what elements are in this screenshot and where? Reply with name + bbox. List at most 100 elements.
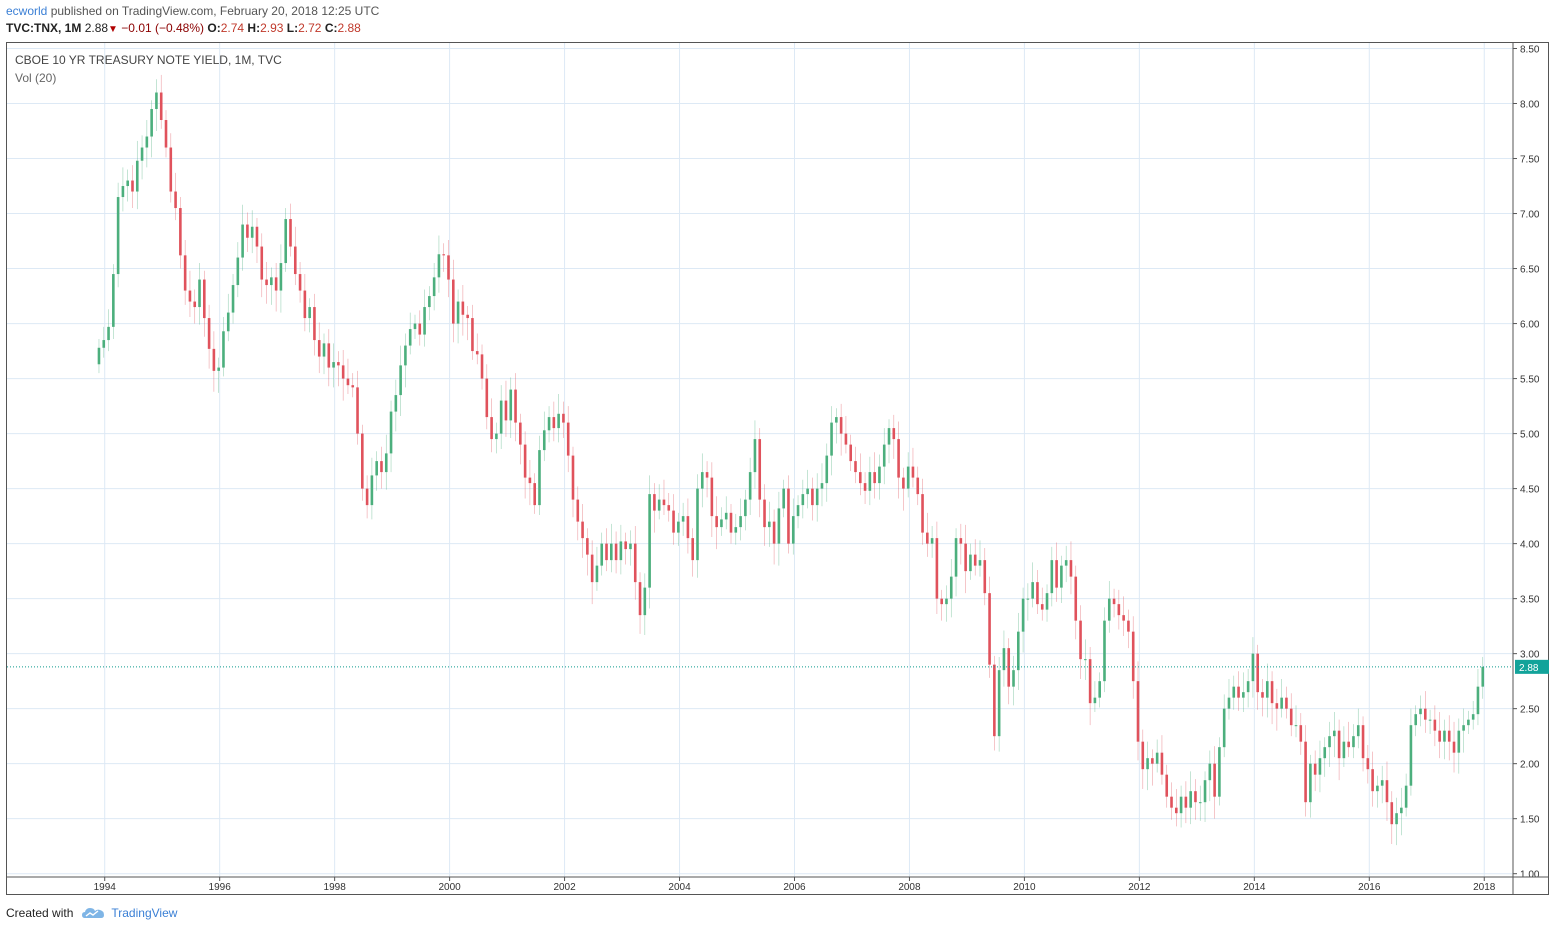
candle <box>653 483 656 533</box>
price-chart[interactable]: 8.50 8.00 7.50 7.00 6.50 6.00 5.50 5.00 4.50 4.00… <box>0 0 1554 900</box>
candle <box>1242 672 1245 712</box>
candle <box>959 523 963 565</box>
candle-body <box>451 279 455 324</box>
candle <box>542 411 546 462</box>
candle <box>207 304 211 369</box>
candle-body <box>1285 697 1288 709</box>
candle-body <box>1045 593 1049 610</box>
candle-body <box>1467 719 1470 726</box>
candle <box>858 453 862 496</box>
candle-body <box>1151 758 1154 764</box>
tradingview-link[interactable]: TradingView <box>111 906 178 920</box>
candle <box>993 655 996 751</box>
candle-body <box>858 472 862 484</box>
candle-body <box>849 444 853 462</box>
candle-body <box>1366 758 1370 770</box>
x-tick-label: 2012 <box>1128 882 1151 893</box>
candle-body <box>1031 582 1034 599</box>
candle-body <box>241 224 244 258</box>
x-tick-label: 2002 <box>553 882 576 893</box>
candle-body <box>121 186 125 198</box>
candle <box>1074 565 1078 640</box>
candle-body <box>1309 763 1312 803</box>
candle <box>600 532 604 576</box>
candle <box>389 400 393 473</box>
candle <box>293 226 297 286</box>
candle-body <box>1471 714 1475 720</box>
candle <box>1194 779 1197 820</box>
open-label: O: <box>207 21 221 35</box>
candle-body <box>1055 560 1058 588</box>
candle <box>1016 612 1020 690</box>
candle-body <box>605 543 608 561</box>
candle-body <box>586 538 589 555</box>
candle <box>997 656 1001 752</box>
candle-body <box>514 389 517 423</box>
candle-body <box>724 512 728 520</box>
candle-body <box>1237 686 1240 698</box>
candle <box>432 263 436 311</box>
candle-body <box>337 362 340 366</box>
candle <box>451 259 455 343</box>
candle-body <box>437 254 441 278</box>
candle-body <box>1481 666 1485 687</box>
candle <box>1026 583 1030 621</box>
y-tick-label: 5.50 <box>1520 375 1540 386</box>
candle <box>538 435 541 516</box>
candle-body <box>404 345 407 366</box>
candle <box>1270 671 1274 725</box>
candle <box>351 373 355 398</box>
candle <box>1304 725 1307 817</box>
candle-body <box>1380 780 1384 786</box>
candle <box>815 473 819 522</box>
candle-body <box>1021 598 1025 632</box>
candle <box>973 539 977 576</box>
candle-body <box>1098 681 1101 698</box>
candle-body <box>1036 582 1039 605</box>
candle <box>1419 695 1422 727</box>
candle <box>782 479 785 518</box>
candle <box>1356 708 1360 749</box>
candle-body <box>763 499 766 528</box>
candle-body <box>839 417 843 434</box>
candle-body <box>428 296 431 308</box>
candle <box>523 431 527 499</box>
candle <box>763 484 766 546</box>
y-tick-label: 6.50 <box>1520 265 1540 276</box>
candle <box>135 140 139 210</box>
candle-body <box>250 226 254 238</box>
candle <box>112 264 115 339</box>
candle <box>1040 587 1044 621</box>
candle-body <box>1103 620 1106 682</box>
candle <box>768 501 771 547</box>
candle-body <box>380 461 383 473</box>
candle-body <box>648 494 651 588</box>
candle-body <box>1208 763 1212 781</box>
candle-body <box>787 488 790 544</box>
candle <box>270 267 273 305</box>
candle-body <box>313 307 316 341</box>
candle-body <box>217 367 220 371</box>
candle-body <box>1419 708 1422 715</box>
candle-body <box>1433 719 1437 731</box>
candle-body <box>1175 807 1178 814</box>
candle <box>1337 719 1341 781</box>
candle <box>490 398 493 453</box>
candle <box>1002 630 1006 687</box>
author-link[interactable]: ecworld <box>6 4 48 18</box>
candle-body <box>1404 785 1408 808</box>
candle-body <box>1155 752 1159 764</box>
candle <box>131 165 134 209</box>
candle-body <box>504 400 508 421</box>
candle <box>159 74 163 129</box>
candle <box>633 526 637 600</box>
candle-body <box>293 246 297 275</box>
candle <box>1232 675 1236 710</box>
candle <box>399 345 402 416</box>
symbol-label: TVC:TNX, 1M <box>6 21 82 35</box>
candle <box>887 419 891 464</box>
candle <box>107 309 110 352</box>
candle-body <box>811 488 814 506</box>
candle <box>1031 562 1034 608</box>
candle <box>1203 771 1207 822</box>
